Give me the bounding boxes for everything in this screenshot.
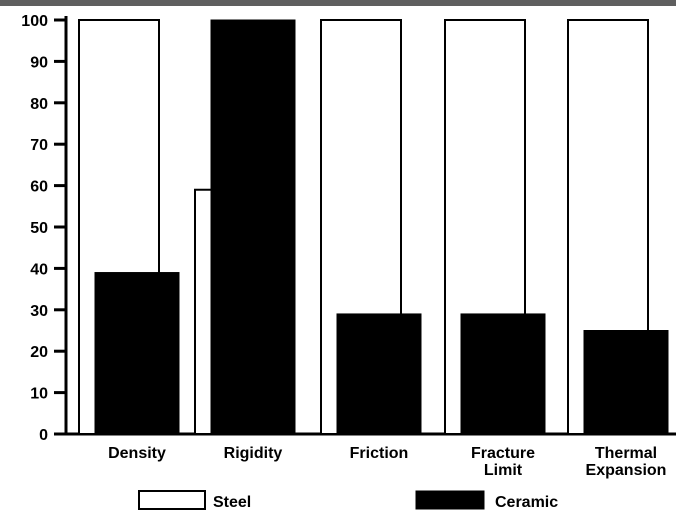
bar-ceramic xyxy=(583,330,669,435)
bar-ceramic xyxy=(460,313,546,435)
bar-ceramic xyxy=(336,313,422,435)
x-category-label: Limit xyxy=(484,462,523,479)
bar-ceramic xyxy=(94,272,180,435)
legend-label-steel: Steel xyxy=(213,494,251,511)
x-category-label: Density xyxy=(108,445,166,462)
bars xyxy=(78,19,669,435)
bar-ceramic xyxy=(210,19,296,435)
y-tick-label: 0 xyxy=(39,427,48,444)
y-tick-label: 80 xyxy=(30,96,48,113)
y-tick-label: 100 xyxy=(21,13,48,30)
legend-swatch-steel xyxy=(138,490,206,510)
top-border-strip xyxy=(0,0,676,6)
x-category-label: Friction xyxy=(350,445,409,462)
y-tick-label: 50 xyxy=(30,220,48,237)
x-category-label: Rigidity xyxy=(224,445,283,462)
y-tick-label: 40 xyxy=(30,261,48,278)
y-tick-label: 20 xyxy=(30,344,48,361)
legend-label-ceramic: Ceramic xyxy=(495,494,558,511)
x-category-label: Expansion xyxy=(586,462,667,479)
y-tick-label: 70 xyxy=(30,137,48,154)
x-category-label: Fracture xyxy=(471,445,535,462)
x-category-label: Thermal xyxy=(595,445,657,462)
y-axis: 0 10 20 30 40 50 60 70 80 90 100 xyxy=(21,13,68,444)
legend-swatch-ceramic xyxy=(415,490,485,510)
y-tick-label: 90 xyxy=(30,54,48,71)
y-tick-label: 30 xyxy=(30,303,48,320)
y-tick-label: 10 xyxy=(30,386,48,403)
y-tick-label: 60 xyxy=(30,179,48,196)
legend: Steel Ceramic xyxy=(138,490,558,511)
